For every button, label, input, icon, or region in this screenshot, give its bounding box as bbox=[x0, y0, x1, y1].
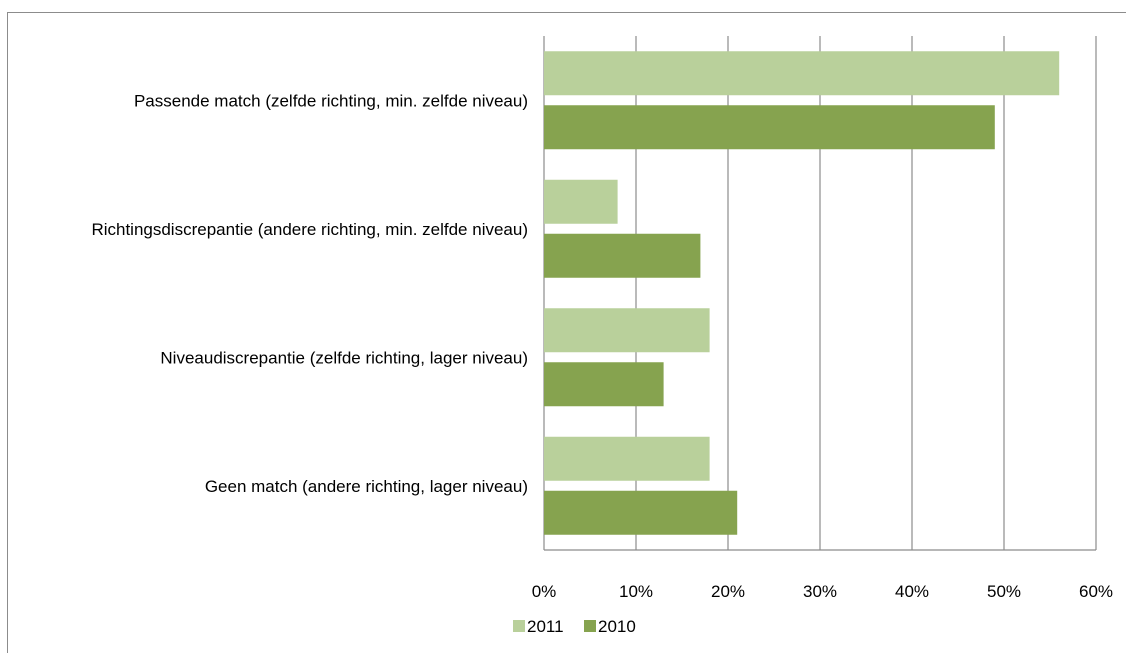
x-tick-label: 30% bbox=[803, 582, 837, 601]
bar-2010 bbox=[544, 233, 701, 278]
legend-label-2010: 2010 bbox=[598, 617, 636, 636]
x-tick-label: 20% bbox=[711, 582, 745, 601]
legend-label-2011: 2011 bbox=[527, 617, 564, 636]
x-tick-label: 0% bbox=[532, 582, 557, 601]
bars bbox=[544, 51, 1060, 535]
x-tick-label: 50% bbox=[987, 582, 1021, 601]
x-axis-tick-labels: 0% 10% 20% 30% 40% 50% 60% bbox=[532, 582, 1113, 601]
x-tick-label: 10% bbox=[619, 582, 653, 601]
category-label: Geen match (andere richting, lager nivea… bbox=[205, 477, 528, 496]
bar-2010 bbox=[544, 362, 664, 407]
category-label: Richtingsdiscrepantie (andere richting, … bbox=[91, 220, 528, 239]
category-label: Passende match (zelfde richting, min. ze… bbox=[134, 91, 528, 110]
legend-swatch-2010 bbox=[584, 620, 596, 632]
legend: 2011 2010 bbox=[513, 617, 636, 636]
legend-swatch-2011 bbox=[513, 620, 525, 632]
x-tick-label: 60% bbox=[1079, 582, 1113, 601]
x-tick-label: 40% bbox=[895, 582, 929, 601]
bar-2011 bbox=[544, 308, 710, 353]
bar-2010 bbox=[544, 490, 738, 535]
bar-2011 bbox=[544, 436, 710, 481]
chart-frame bbox=[7, 12, 1126, 653]
bar-2011 bbox=[544, 51, 1060, 96]
category-labels: Passende match (zelfde richting, min. ze… bbox=[91, 91, 528, 496]
bar-2011 bbox=[544, 179, 618, 224]
bar-2010 bbox=[544, 105, 995, 150]
category-label: Niveaudiscrepantie (zelfde richting, lag… bbox=[160, 348, 528, 367]
gridlines bbox=[543, 36, 1097, 551]
